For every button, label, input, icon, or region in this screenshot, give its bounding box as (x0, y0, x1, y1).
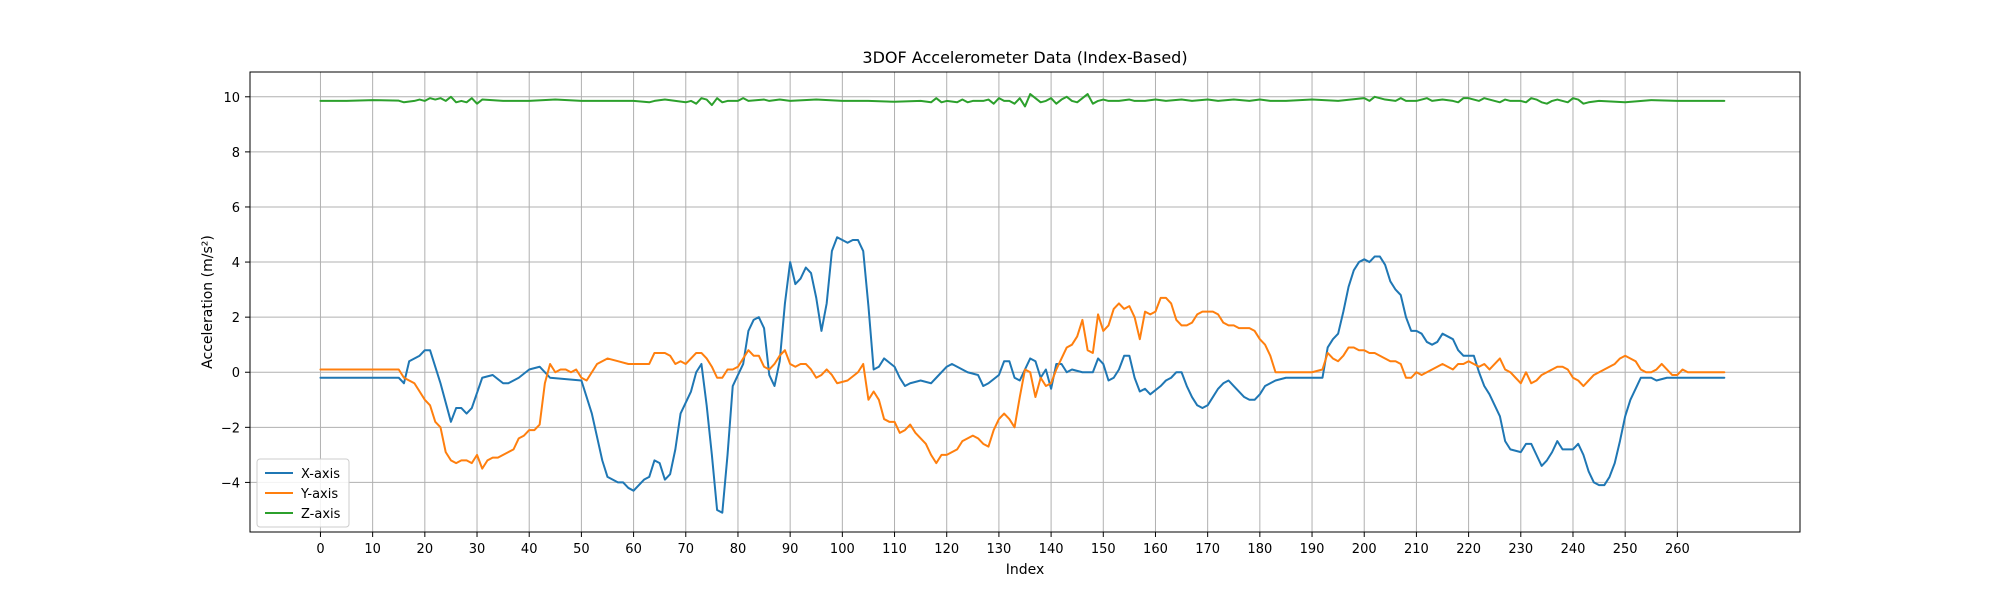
x-tick-label: 90 (782, 542, 799, 557)
y-axis-label: Acceleration (m/s²) (200, 235, 216, 369)
axis-ticks: 0 10 20 30 40 50 60 70 80 90 100 110 120 130 140 150 160… (221, 91, 1690, 557)
series-line-z-axis (319, 93, 1726, 108)
x-tick-label: 10 (364, 542, 381, 557)
x-tick-label: 200 (1352, 542, 1377, 557)
x-tick-label: 100 (830, 542, 855, 557)
x-tick-label: 20 (417, 542, 434, 557)
series-line-x-axis (319, 236, 1726, 514)
series-line-y-axis (319, 296, 1726, 470)
series-lines (319, 93, 1726, 514)
x-tick-label: 130 (986, 542, 1011, 557)
x-tick-label: 120 (934, 542, 959, 557)
x-tick-label: 30 (469, 542, 486, 557)
legend-box (256, 458, 350, 528)
legend: X-axis Y-axis Z-axis (256, 458, 350, 528)
legend-label-y-axis: Y-axis (300, 487, 338, 502)
legend-label-z-axis: Z-axis (301, 507, 341, 522)
x-tick-label: 110 (882, 542, 907, 557)
x-tick-label: 190 (1300, 542, 1325, 557)
x-tick-label: 250 (1613, 542, 1638, 557)
x-tick-label: 140 (1039, 542, 1064, 557)
y-tick-label: 8 (232, 146, 240, 161)
x-tick-label: 150 (1091, 542, 1116, 557)
x-axis-label: Index (1006, 562, 1045, 578)
x-tick-label: 260 (1665, 542, 1690, 557)
y-tick-label: −4 (221, 476, 240, 491)
legend-label-x-axis: X-axis (301, 467, 340, 482)
x-tick-label: 80 (730, 542, 747, 557)
x-tick-label: 210 (1404, 542, 1429, 557)
chart-title: 3DOF Accelerometer Data (Index-Based) (862, 48, 1187, 67)
y-tick-label: 6 (232, 201, 240, 216)
x-tick-label: 70 (678, 542, 695, 557)
x-tick-label: 170 (1195, 542, 1220, 557)
x-tick-label: 60 (625, 542, 642, 557)
x-tick-label: 180 (1247, 542, 1272, 557)
y-tick-label: 4 (232, 256, 240, 271)
x-tick-label: 220 (1456, 542, 1481, 557)
x-tick-label: 50 (573, 542, 590, 557)
y-tick-label: 0 (232, 366, 240, 381)
x-tick-label: 40 (521, 542, 538, 557)
y-tick-label: 10 (223, 91, 240, 106)
x-tick-label: 240 (1561, 542, 1586, 557)
plot-frame (249, 71, 1801, 533)
grid (250, 72, 1800, 532)
y-tick-label: −2 (221, 421, 240, 436)
y-tick-label: 2 (232, 311, 240, 326)
x-tick-label: 230 (1508, 542, 1533, 557)
x-tick-label: 0 (316, 542, 324, 557)
x-tick-label: 160 (1143, 542, 1168, 557)
